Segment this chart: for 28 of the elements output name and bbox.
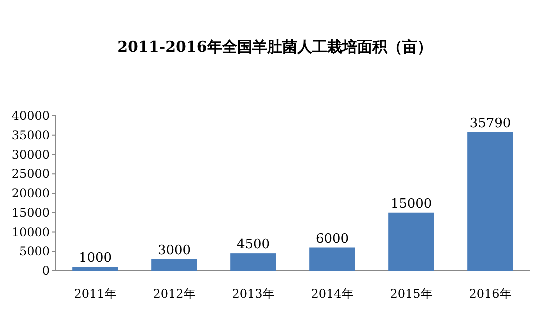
bar	[310, 248, 356, 271]
bar	[230, 254, 276, 271]
x-tick-label: 2011年	[74, 287, 117, 301]
y-tick-label: 30000	[12, 148, 50, 162]
x-tick-label: 2016年	[469, 287, 512, 301]
x-tick-label: 2013年	[232, 287, 275, 301]
bar	[152, 259, 198, 271]
data-label: 4500	[236, 238, 270, 253]
y-tick-label: 20000	[12, 186, 50, 200]
y-tick-label: 40000	[12, 109, 50, 123]
y-tick-label: 35000	[12, 128, 50, 142]
bar	[468, 132, 514, 271]
x-tick-label: 2012年	[153, 287, 196, 301]
y-tick-label: 10000	[12, 225, 50, 240]
y-tick-label: 25000	[12, 167, 50, 182]
bar	[72, 267, 118, 271]
y-tick-label: 0	[42, 264, 50, 278]
data-label: 3000	[158, 243, 192, 258]
data-label: 6000	[316, 232, 350, 247]
data-label: 15000	[390, 196, 432, 212]
y-tick-label: 15000	[12, 206, 50, 220]
chart-title: 2011-2016年全国羊肚菌人工栽培面积（亩）	[118, 38, 432, 56]
x-tick-label: 2015年	[390, 287, 433, 301]
data-label: 35790	[470, 116, 512, 132]
y-tick-label: 5000	[19, 244, 50, 259]
x-tick-label: 2014年	[311, 287, 354, 301]
bar	[388, 212, 434, 271]
data-label: 1000	[78, 251, 112, 266]
